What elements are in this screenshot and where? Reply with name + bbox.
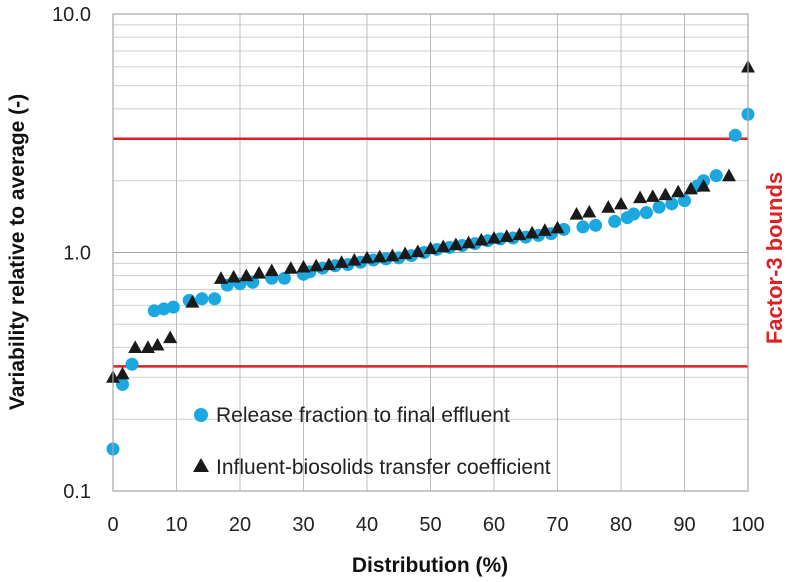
data-point <box>213 271 228 284</box>
data-point <box>678 194 691 208</box>
data-point <box>321 257 336 271</box>
plot-frame <box>112 13 749 492</box>
data-point <box>410 244 425 258</box>
data-point <box>709 169 723 183</box>
data-point <box>208 292 222 306</box>
data-point <box>252 266 267 279</box>
data-point <box>239 268 254 282</box>
data-point <box>423 241 438 255</box>
data-point <box>185 295 200 308</box>
factor-3-bounds-label: Factor-3 bounds <box>762 172 787 344</box>
y-tick-label: 10.0 <box>52 4 91 26</box>
data-point <box>569 207 584 220</box>
data-point <box>721 168 736 182</box>
y-tick-label: 0.1 <box>63 481 91 503</box>
data-point <box>550 220 565 234</box>
data-point <box>264 263 279 277</box>
data-point <box>576 220 590 234</box>
data-point <box>195 292 209 306</box>
data-point <box>499 229 514 242</box>
data-point <box>683 181 698 195</box>
data-point <box>448 237 463 251</box>
data-point <box>150 337 165 351</box>
series-transfer-coefficient <box>106 59 755 383</box>
data-point <box>347 253 362 266</box>
x-tick-label: 50 <box>419 514 441 536</box>
x-tick-label: 70 <box>546 514 568 536</box>
data-point <box>283 261 298 274</box>
data-point <box>128 340 143 354</box>
x-tick-label: 90 <box>673 514 695 536</box>
data-point <box>115 366 130 380</box>
x-tick-labels: 0 10 20 30 40 50 60 70 80 90 100 <box>107 514 764 536</box>
data-point <box>487 231 501 244</box>
data-point <box>696 179 711 192</box>
x-axis-title: Distribution (%) <box>352 554 508 577</box>
data-point <box>116 377 130 391</box>
data-point <box>671 184 686 198</box>
data-point <box>385 248 400 262</box>
data-point <box>226 269 241 283</box>
data-point <box>309 258 324 272</box>
data-point <box>461 235 476 249</box>
legend: Release fraction to final effluent Influ… <box>193 404 551 479</box>
legend-marker-release-fraction <box>194 408 208 422</box>
series-layer <box>106 59 755 456</box>
data-point <box>728 128 742 142</box>
data-point <box>360 250 374 264</box>
data-point <box>166 300 180 314</box>
data-point <box>652 200 666 214</box>
data-point <box>614 196 628 210</box>
data-point <box>296 259 311 273</box>
data-point <box>436 239 451 253</box>
data-point <box>589 218 603 232</box>
legend-item-release-fraction: Release fraction to final effluent <box>194 404 510 427</box>
y-axis-title: Variability relative to average (-) <box>6 94 29 410</box>
legend-label-release-fraction: Release fraction to final effluent <box>216 404 510 427</box>
data-point <box>474 232 489 246</box>
data-point <box>665 197 679 211</box>
data-point <box>639 206 653 220</box>
x-tick-label: 30 <box>292 514 314 536</box>
y-tick-label: 1.0 <box>63 243 91 265</box>
data-point <box>582 204 597 218</box>
x-tick-label: 100 <box>731 514 764 536</box>
data-point <box>645 189 660 202</box>
x-tick-label: 10 <box>165 514 187 536</box>
data-point <box>398 246 413 260</box>
x-tick-label: 0 <box>107 514 118 536</box>
data-point <box>601 200 616 213</box>
data-point <box>537 223 552 236</box>
data-point <box>277 271 291 285</box>
data-point <box>125 357 139 371</box>
legend-marker-transfer-coefficient <box>193 458 209 472</box>
data-point <box>608 214 622 228</box>
legend-item-transfer-coefficient: Influent-biosolids transfer coefficient <box>193 456 551 479</box>
x-tick-label: 40 <box>356 514 378 536</box>
legend-label-transfer-coefficient: Influent-biosolids transfer coefficient <box>216 456 551 479</box>
data-point <box>512 227 527 241</box>
data-point <box>525 225 540 239</box>
data-point <box>372 249 387 263</box>
factor-3-bounds <box>113 137 748 368</box>
data-point <box>658 187 673 201</box>
y-tick-labels: 0.1 1.0 10.0 <box>52 4 91 503</box>
data-point <box>627 207 641 221</box>
data-point <box>163 330 178 344</box>
x-tick-label: 80 <box>610 514 632 536</box>
data-point <box>633 190 648 204</box>
x-tick-label: 60 <box>483 514 505 536</box>
x-tick-label: 20 <box>229 514 251 536</box>
data-point <box>334 255 349 268</box>
